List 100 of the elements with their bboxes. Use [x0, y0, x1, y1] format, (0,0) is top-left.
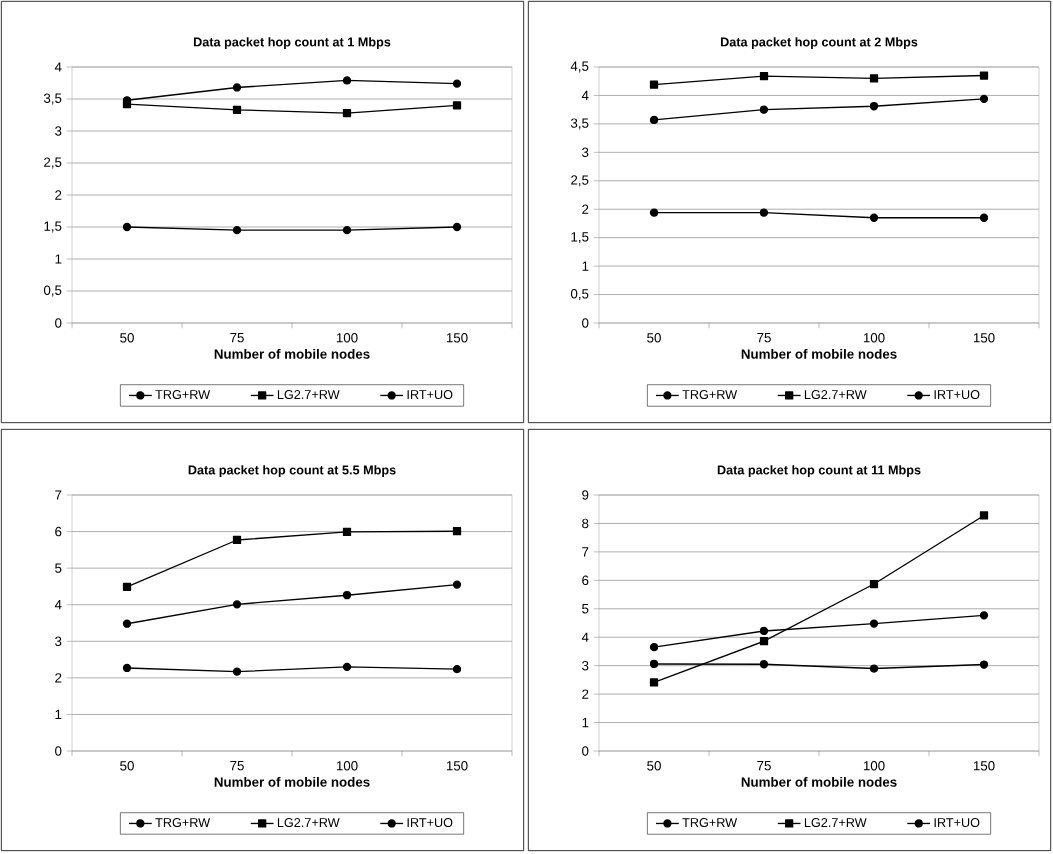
- x-tick-label: 75: [230, 761, 244, 771]
- y-tick-label: 5: [55, 563, 62, 573]
- x-axis-title: Number of mobile nodes: [214, 776, 370, 787]
- legend-label: TRG+RW: [682, 390, 738, 400]
- x-tick-label: 50: [120, 761, 134, 771]
- point: [869, 579, 879, 589]
- point: [759, 626, 769, 636]
- point: [452, 222, 462, 232]
- y-tick-label: 4: [581, 632, 589, 642]
- y-tick-label: 5: [582, 604, 589, 614]
- point: [979, 94, 989, 103]
- legend-label: LG2.7+RW: [277, 818, 340, 828]
- x-tick-label: 75: [757, 333, 771, 343]
- chart-title: Data packet hop count at 1 Mbps: [193, 37, 391, 49]
- point: [452, 79, 462, 88]
- point: [122, 619, 132, 628]
- x-tick-label: 100: [336, 333, 358, 343]
- legend-label: LG2.7+RW: [804, 818, 867, 828]
- point: [979, 660, 989, 669]
- y-tick-label: 6: [582, 575, 589, 586]
- point: [869, 213, 879, 222]
- y-tick-label: 1: [55, 709, 62, 720]
- point: [649, 678, 659, 687]
- y-tick-label: 2,5: [44, 157, 62, 169]
- x-tick-label: 50: [120, 333, 134, 343]
- y-tick-label: 4,5: [570, 61, 589, 73]
- point: [232, 83, 242, 92]
- point: [649, 659, 659, 669]
- point: [649, 643, 659, 652]
- y-tick-label: 2,5: [571, 175, 589, 187]
- point: [979, 511, 989, 520]
- point: [342, 108, 352, 118]
- x-axis-title: Number of mobile nodes: [741, 348, 897, 359]
- y-tick-label: 3: [55, 636, 62, 646]
- y-tick-label: 1: [582, 717, 589, 728]
- y-tick-label: 1: [55, 254, 62, 264]
- legend-label: TRG+RW: [155, 390, 211, 400]
- x-axis-title: Number of mobile nodes: [741, 776, 897, 787]
- point: [869, 619, 879, 628]
- x-tick-label: 150: [973, 333, 995, 343]
- x-tick-label: 75: [757, 761, 771, 771]
- point: [649, 115, 659, 125]
- point: [232, 600, 242, 609]
- chart-title: Data packet hop count at 5.5 Mbps: [188, 465, 396, 477]
- y-tick-label: 7: [582, 547, 589, 557]
- y-tick-label: 2: [55, 673, 62, 683]
- y-tick-label: 0: [55, 746, 62, 756]
- point: [649, 80, 659, 89]
- point: [869, 664, 879, 673]
- x-tick-label: 100: [863, 761, 885, 771]
- chart-title: Data packet hop count at 2 Mbps: [720, 37, 918, 49]
- chart-title: Data packet hop count at 11 Mbps: [717, 465, 921, 477]
- y-tick-label: 3,5: [43, 93, 62, 105]
- point: [759, 71, 769, 81]
- y-tick-label: 2: [582, 204, 589, 214]
- point: [979, 71, 989, 80]
- legend-label: IRT+UO: [934, 818, 980, 828]
- legend-label: TRG+RW: [155, 818, 211, 828]
- x-tick-label: 75: [230, 333, 244, 343]
- legend-label: IRT+UO: [407, 818, 453, 828]
- point: [759, 660, 769, 669]
- point: [979, 611, 989, 620]
- point: [452, 580, 462, 589]
- y-tick-label: 3: [55, 126, 62, 136]
- y-tick-label: 2: [582, 689, 589, 699]
- x-tick-label: 100: [336, 761, 358, 771]
- y-tick-label: 1,5: [44, 221, 62, 233]
- y-tick-label: 4: [581, 90, 589, 101]
- y-tick-label: 0: [582, 318, 589, 328]
- y-tick-label: 3: [582, 147, 589, 158]
- point: [649, 208, 659, 217]
- point: [452, 664, 462, 674]
- point: [342, 591, 352, 600]
- y-tick-label: 1: [582, 261, 589, 271]
- point: [759, 208, 769, 217]
- point: [342, 76, 352, 85]
- y-tick-label: 4: [54, 62, 62, 72]
- point: [342, 527, 352, 537]
- y-tick-label: 3: [582, 660, 589, 671]
- point: [869, 102, 879, 111]
- point: [232, 105, 242, 115]
- y-tick-label: 0: [55, 318, 62, 328]
- x-tick-label: 150: [446, 761, 468, 771]
- y-tick-label: 0: [582, 746, 589, 756]
- legend-label: TRG+RW: [682, 818, 738, 828]
- point: [452, 527, 462, 536]
- x-tick-label: 50: [647, 333, 661, 343]
- y-tick-label: 4: [54, 600, 62, 610]
- point: [232, 667, 242, 676]
- y-tick-label: 1,5: [571, 232, 589, 244]
- y-tick-label: 2: [55, 190, 62, 200]
- y-tick-label: 8: [582, 518, 589, 529]
- point: [232, 226, 242, 235]
- point: [122, 663, 132, 673]
- point: [122, 222, 132, 232]
- x-tick-label: 150: [446, 333, 468, 343]
- legend-label: IRT+UO: [934, 390, 980, 400]
- y-tick-label: 9: [582, 490, 589, 500]
- y-tick-label: 0,5: [570, 289, 589, 301]
- point: [759, 637, 769, 646]
